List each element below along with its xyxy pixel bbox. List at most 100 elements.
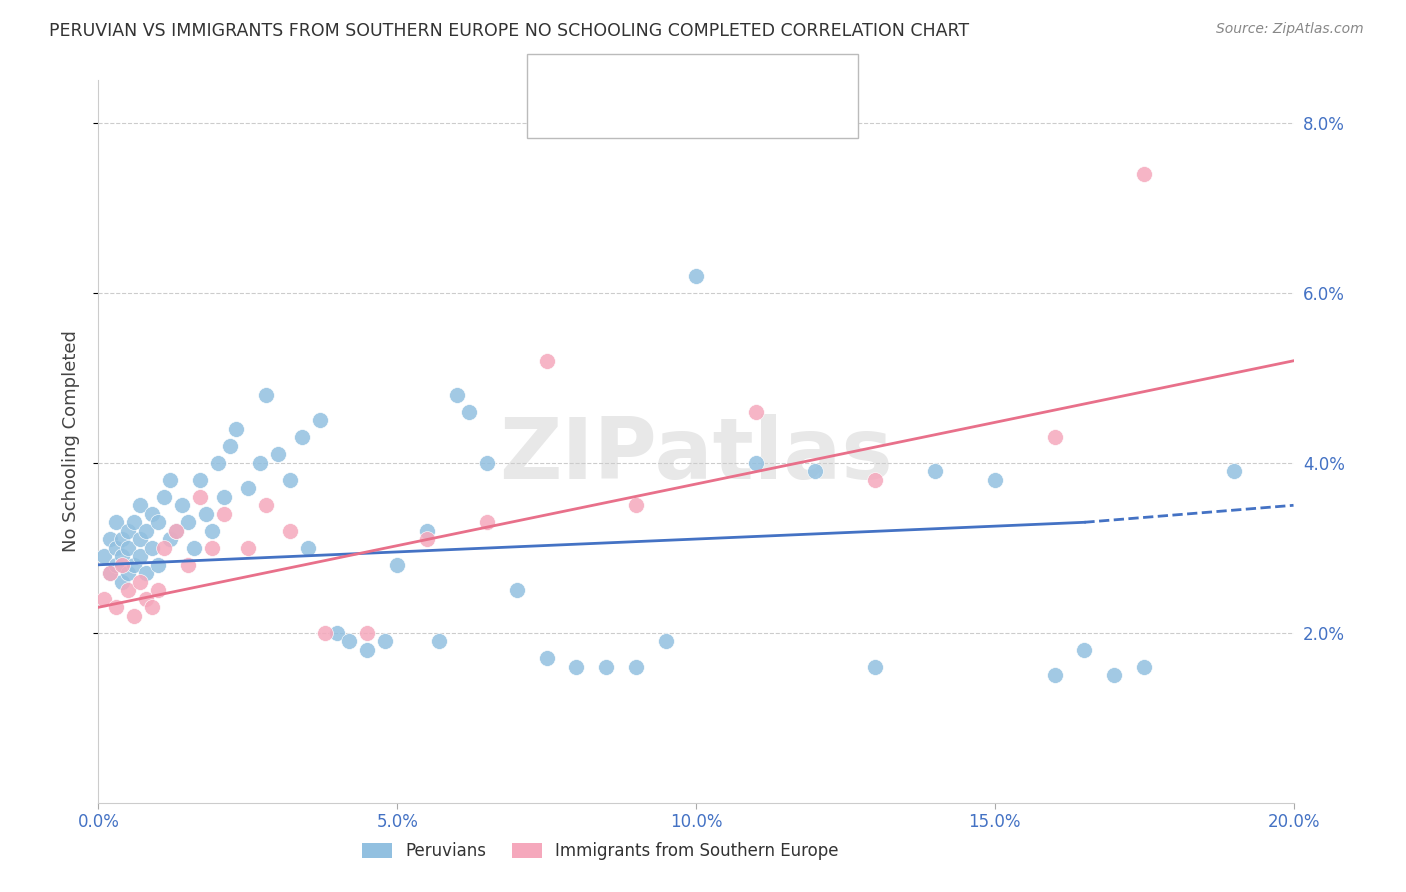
Point — [135, 591, 157, 606]
Point — [195, 507, 218, 521]
Point — [308, 413, 330, 427]
Text: 0.151: 0.151 — [609, 69, 661, 87]
Point — [98, 566, 122, 581]
Point — [105, 558, 128, 572]
Point — [458, 405, 481, 419]
Point — [427, 634, 450, 648]
Point — [745, 405, 768, 419]
Point — [183, 541, 205, 555]
Text: R =: R = — [565, 69, 602, 87]
Point — [536, 353, 558, 368]
Point — [1043, 430, 1066, 444]
Text: R =: R = — [565, 108, 602, 126]
Point — [219, 439, 242, 453]
Point — [1043, 668, 1066, 682]
Point — [212, 507, 235, 521]
Point — [1133, 660, 1156, 674]
Point — [207, 456, 229, 470]
Point — [595, 660, 617, 674]
Point — [165, 524, 187, 538]
Point — [1223, 464, 1246, 478]
Point — [129, 574, 152, 589]
Point — [278, 473, 301, 487]
Point — [326, 625, 349, 640]
Text: ZIPatlas: ZIPatlas — [499, 415, 893, 498]
Point — [117, 583, 139, 598]
Point — [291, 430, 314, 444]
Point — [129, 549, 152, 564]
Point — [93, 549, 115, 564]
Point — [446, 388, 468, 402]
Text: 72: 72 — [703, 69, 727, 87]
Point — [111, 533, 134, 547]
Point — [177, 558, 200, 572]
Point — [124, 516, 146, 530]
Point — [339, 634, 361, 648]
Point — [111, 558, 134, 572]
Point — [153, 490, 176, 504]
Point — [172, 498, 194, 512]
Point — [93, 591, 115, 606]
Point — [249, 456, 271, 470]
Point — [374, 634, 396, 648]
Point — [626, 660, 648, 674]
Point — [506, 583, 529, 598]
Point — [117, 566, 139, 581]
Y-axis label: No Schooling Completed: No Schooling Completed — [62, 331, 80, 552]
Point — [278, 524, 301, 538]
Point — [117, 541, 139, 555]
Point — [315, 625, 337, 640]
Point — [236, 481, 259, 495]
Point — [159, 533, 181, 547]
Point — [165, 524, 187, 538]
Point — [745, 456, 768, 470]
Point — [105, 516, 128, 530]
Point — [236, 541, 259, 555]
Point — [1073, 642, 1095, 657]
Point — [267, 447, 290, 461]
Point — [148, 558, 170, 572]
Point — [254, 498, 277, 512]
Text: N =: N = — [665, 108, 702, 126]
Point — [188, 490, 211, 504]
Point — [475, 456, 498, 470]
Text: N =: N = — [665, 69, 702, 87]
Point — [626, 498, 648, 512]
Point — [254, 388, 277, 402]
Text: PERUVIAN VS IMMIGRANTS FROM SOUTHERN EUROPE NO SCHOOLING COMPLETED CORRELATION C: PERUVIAN VS IMMIGRANTS FROM SOUTHERN EUR… — [49, 22, 969, 40]
Point — [117, 524, 139, 538]
Point — [129, 498, 152, 512]
Point — [135, 524, 157, 538]
Point — [475, 516, 498, 530]
Point — [924, 464, 946, 478]
Point — [148, 583, 170, 598]
Point — [111, 574, 134, 589]
Point — [865, 660, 887, 674]
Point — [124, 608, 146, 623]
Point — [124, 558, 146, 572]
Point — [201, 524, 224, 538]
Point — [159, 473, 181, 487]
Point — [212, 490, 235, 504]
Point — [98, 533, 122, 547]
Point — [129, 533, 152, 547]
Point — [141, 507, 163, 521]
Point — [865, 473, 887, 487]
Point — [188, 473, 211, 487]
Point — [655, 634, 678, 648]
Point — [416, 533, 439, 547]
Point — [177, 516, 200, 530]
Text: 29: 29 — [703, 108, 727, 126]
Point — [141, 541, 163, 555]
Point — [536, 651, 558, 665]
Text: ■: ■ — [541, 68, 560, 87]
Point — [685, 268, 707, 283]
Point — [111, 549, 134, 564]
Point — [385, 558, 409, 572]
Point — [98, 566, 122, 581]
Legend: Peruvians, Immigrants from Southern Europe: Peruvians, Immigrants from Southern Euro… — [356, 836, 845, 867]
Text: 0.611: 0.611 — [609, 108, 661, 126]
Point — [416, 524, 439, 538]
Point — [804, 464, 827, 478]
Point — [105, 600, 128, 615]
